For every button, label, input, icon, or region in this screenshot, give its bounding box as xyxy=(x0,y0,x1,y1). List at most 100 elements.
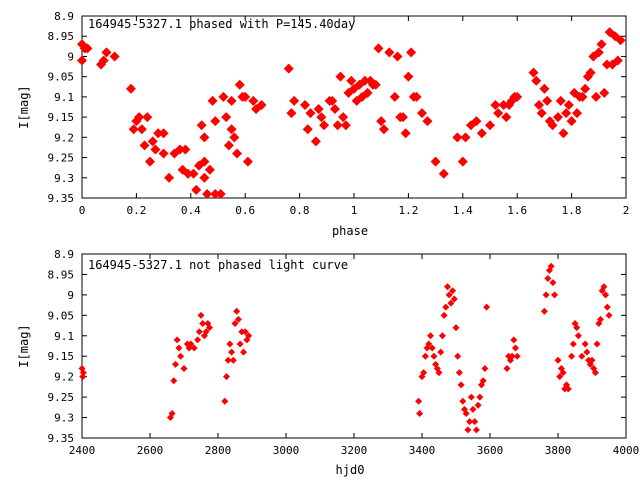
unphased-data-point xyxy=(573,324,581,332)
unphased-data-point xyxy=(199,320,207,328)
unphased-data-point xyxy=(459,397,467,405)
phased-data-point xyxy=(555,95,566,106)
phased-data-point xyxy=(531,75,542,86)
unphased-y-tick-label: 9 xyxy=(67,289,74,302)
unphased-data-point xyxy=(481,364,489,372)
phased-data-point xyxy=(199,172,210,183)
unphased-data-point xyxy=(578,352,586,360)
unphased-data-point xyxy=(190,344,198,352)
unphased-y-tick-label: 9.2 xyxy=(54,371,74,384)
phased-data-point xyxy=(577,91,588,102)
unphased-data-point xyxy=(170,377,178,385)
unphased-data-point xyxy=(427,332,434,340)
unphased-data-point xyxy=(447,299,455,307)
unphased-x-tick-label: 3000 xyxy=(273,444,300,457)
phased-data-point xyxy=(199,156,210,167)
phased-data-point xyxy=(310,136,321,147)
phased-data-point xyxy=(215,188,226,199)
unphased-data-point xyxy=(194,336,202,344)
phased-data-point xyxy=(536,108,547,119)
unphased-data-point xyxy=(503,364,511,372)
phased-data-point xyxy=(389,91,400,102)
unphased-data-point xyxy=(593,340,601,348)
unphased-data-point xyxy=(415,397,423,405)
phased-x-tick-label: 1.4 xyxy=(453,204,473,217)
phased-data-point xyxy=(316,112,327,123)
phased-data-point xyxy=(286,108,297,119)
phased-data-point xyxy=(476,128,487,139)
unphased-data-point xyxy=(549,279,557,287)
phased-data-point xyxy=(452,132,463,143)
unphased-data-point xyxy=(569,340,577,348)
phased-data-point xyxy=(242,156,253,167)
unphased-data-point xyxy=(455,369,463,377)
unphased-data-point xyxy=(508,352,516,360)
phased-data-point xyxy=(150,144,161,155)
phased-data-point xyxy=(580,83,591,94)
unphased-y-tick-label: 8.9 xyxy=(54,248,74,261)
phased-x-tick-label: 1 xyxy=(351,204,358,217)
phased-data-point xyxy=(403,71,414,82)
phased-data-point xyxy=(125,83,136,94)
unphased-data-point xyxy=(510,336,518,344)
phased-data-point xyxy=(128,124,139,135)
unphased-data-point xyxy=(197,311,205,319)
phased-data-point xyxy=(512,91,523,102)
unphased-data-point xyxy=(474,401,482,409)
unphased-data-point xyxy=(231,320,239,328)
unphased-data-point xyxy=(574,332,582,340)
unphased-y-tick-label: 9.35 xyxy=(48,432,75,445)
unphased-data-point xyxy=(229,356,237,364)
phased-data-point xyxy=(438,168,449,179)
unphased-data-point xyxy=(513,352,521,360)
phased-data-point xyxy=(134,112,145,123)
unphased-y-tick-label: 9.15 xyxy=(48,350,75,363)
phased-y-tick-label: 9.25 xyxy=(48,152,75,165)
phased-data-point xyxy=(101,47,112,58)
unphased-data-point xyxy=(556,373,564,381)
unphased-data-point xyxy=(195,328,203,336)
unphased-data-point xyxy=(445,291,453,299)
phased-data-point xyxy=(362,87,373,98)
unphased-data-point xyxy=(187,340,195,348)
phased-data-point xyxy=(346,75,357,86)
phased-data-point xyxy=(566,116,577,127)
phased-data-point xyxy=(572,108,583,119)
phased-data-point xyxy=(460,132,471,143)
phased-data-point xyxy=(109,51,120,62)
unphased-y-tick-label: 9.1 xyxy=(54,330,74,343)
unphased-x-axis-title: hjd0 xyxy=(336,463,365,477)
phased-data-point xyxy=(585,67,596,78)
phased-y-tick-label: 9.3 xyxy=(54,172,74,185)
unphased-data-point xyxy=(437,348,445,356)
unphased-data-point xyxy=(223,373,230,381)
phased-data-point xyxy=(202,188,213,199)
phased-data-point xyxy=(533,99,544,110)
phased-data-point xyxy=(457,156,468,167)
unphased-data-point xyxy=(221,397,229,405)
phased-data-point xyxy=(615,35,626,46)
phased-data-point xyxy=(359,75,370,86)
unphased-data-point xyxy=(425,340,433,348)
phased-data-point xyxy=(406,47,417,58)
unphased-y-axis-title: I[mag] xyxy=(17,324,31,367)
unphased-data-point xyxy=(605,311,613,319)
unphased-data-point xyxy=(202,328,210,336)
phased-data-point xyxy=(283,63,294,74)
phased-data-point xyxy=(223,140,234,151)
phased-x-tick-label: 0.8 xyxy=(290,204,310,217)
phased-x-tick-label: 0.6 xyxy=(235,204,255,217)
phased-data-point xyxy=(384,47,395,58)
phased-data-point xyxy=(338,112,349,123)
unphased-data-point xyxy=(177,352,185,360)
phased-data-point xyxy=(199,132,210,143)
unphased-data-point xyxy=(472,426,480,434)
unphased-data-point xyxy=(476,393,484,401)
unphased-data-point xyxy=(442,303,450,311)
phased-data-point xyxy=(329,104,340,115)
phased-data-point xyxy=(485,120,495,131)
phased-y-tick-label: 9.15 xyxy=(48,111,75,124)
unphased-y-tick-label: 8.95 xyxy=(48,268,75,281)
phased-data-point xyxy=(183,168,194,179)
